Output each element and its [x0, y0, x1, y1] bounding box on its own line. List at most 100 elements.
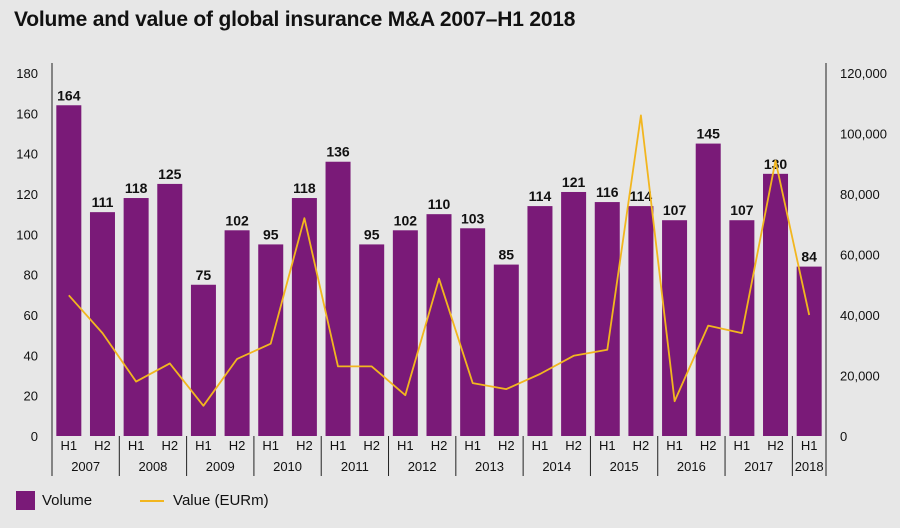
x-year-label: 2009 — [206, 459, 235, 474]
x-half-label: H2 — [565, 438, 582, 453]
x-half-label: H2 — [296, 438, 313, 453]
bar-volume — [561, 191, 587, 436]
bar-value-label: 107 — [663, 202, 687, 218]
chart-title: Volume and value of global insurance M&A… — [14, 8, 576, 31]
x-half-label: H1 — [666, 438, 683, 453]
y-left-tick-label: 140 — [16, 147, 38, 162]
legend-item-volume: Volume — [16, 491, 92, 510]
x-half-label: H1 — [801, 438, 818, 453]
x-year-label: 2018 — [795, 459, 824, 474]
bar-volume — [426, 214, 452, 436]
y-left-tick-label: 40 — [24, 348, 38, 363]
bar-value-label: 84 — [801, 249, 817, 265]
x-half-label: H1 — [195, 438, 212, 453]
x-half-label: H2 — [498, 438, 515, 453]
bar-value-label: 95 — [263, 226, 279, 242]
x-year-label: 2007 — [71, 459, 100, 474]
bar-value-label: 75 — [196, 267, 212, 283]
x-year-label: 2013 — [475, 459, 504, 474]
x-half-label: H2 — [700, 438, 717, 453]
bar-value-label: 145 — [697, 126, 721, 142]
bar-volume — [359, 244, 385, 436]
y-right-tick-label: 120,000 — [840, 66, 887, 81]
x-year-label: 2012 — [408, 459, 437, 474]
y-left-tick-label: 60 — [24, 308, 38, 323]
bar-value-label: 121 — [562, 174, 586, 190]
x-half-label: H2 — [633, 438, 650, 453]
x-year-label: 2014 — [542, 459, 571, 474]
bar-volume — [729, 220, 755, 436]
y-left-tick-label: 120 — [16, 187, 38, 202]
x-half-label: H2 — [363, 438, 380, 453]
x-year-label: 2008 — [138, 459, 167, 474]
x-half-label: H2 — [431, 438, 448, 453]
bar-value-label: 164 — [57, 87, 81, 103]
bar-volume — [796, 266, 822, 436]
bar-volume — [594, 202, 620, 436]
bar-value-label: 102 — [394, 212, 418, 228]
y-left-tick-label: 100 — [16, 227, 38, 242]
legend: Volume Value (EURm) — [16, 491, 317, 510]
legend-swatch-volume — [16, 491, 35, 510]
bar-value-label: 111 — [92, 194, 114, 210]
y-right-tick-label: 60,000 — [840, 248, 880, 263]
x-year-label: 2011 — [341, 459, 369, 474]
y-left-tick-label: 20 — [24, 389, 38, 404]
bar-value-label: 136 — [326, 144, 350, 160]
bar-volume — [291, 198, 317, 436]
bar-volume — [392, 230, 418, 436]
legend-swatch-value — [140, 499, 165, 502]
bar-value-label: 95 — [364, 226, 380, 242]
bar-volume — [460, 228, 486, 436]
y-right-tick-label: 100,000 — [840, 127, 887, 142]
bar-value-label: 85 — [499, 247, 515, 263]
x-half-label: H1 — [330, 438, 347, 453]
bar-volume — [493, 264, 519, 436]
bar-volume — [190, 284, 216, 436]
bar-value-label: 116 — [596, 184, 619, 200]
y-left-tick-label: 180 — [16, 66, 38, 81]
bar-volume — [628, 206, 654, 436]
bar-value-label: 118 — [293, 180, 316, 196]
bar-value-label: 107 — [730, 202, 754, 218]
x-half-label: H1 — [734, 438, 751, 453]
x-year-label: 2017 — [744, 459, 773, 474]
bar-value-label: 114 — [630, 188, 653, 204]
x-year-label: 2016 — [677, 459, 706, 474]
x-half-label: H2 — [94, 438, 111, 453]
bar-value-label: 103 — [461, 210, 485, 226]
bar-value-label: 118 — [125, 180, 148, 196]
x-half-label: H1 — [262, 438, 279, 453]
x-year-label: 2010 — [273, 459, 302, 474]
legend-label-volume: Volume — [42, 492, 93, 509]
line-value — [68, 114, 811, 407]
x-half-label: H2 — [229, 438, 246, 453]
x-half-label: H2 — [767, 438, 784, 453]
y-left-tick-label: 80 — [24, 268, 38, 283]
bar-volume — [695, 143, 721, 437]
x-half-label: H1 — [128, 438, 145, 453]
y-left-tick-label: 0 — [31, 429, 38, 444]
bar-value-label: 114 — [529, 188, 552, 204]
legend-label-value: Value (EURm) — [173, 492, 269, 509]
x-half-label: H1 — [599, 438, 616, 453]
bar-value-label: 110 — [428, 196, 451, 212]
y-right-tick-label: 0 — [840, 429, 847, 444]
bar-volume — [527, 206, 553, 436]
bar-value-label: 102 — [225, 212, 249, 228]
x-half-label: H2 — [161, 438, 178, 453]
bar-volume — [325, 161, 351, 436]
legend-item-value: Value (EURm) — [140, 492, 269, 509]
x-year-label: 2015 — [610, 459, 639, 474]
x-half-label: H1 — [532, 438, 549, 453]
bar-volume — [123, 198, 149, 436]
x-half-label: H1 — [61, 438, 78, 453]
bar-volume — [224, 230, 250, 436]
y-right-tick-label: 40,000 — [840, 308, 880, 323]
y-left-tick-label: 160 — [16, 106, 38, 121]
x-half-label: H1 — [464, 438, 481, 453]
y-right-tick-label: 20,000 — [840, 369, 880, 384]
y-right-tick-label: 80,000 — [840, 187, 880, 202]
bar-volume — [763, 173, 789, 437]
